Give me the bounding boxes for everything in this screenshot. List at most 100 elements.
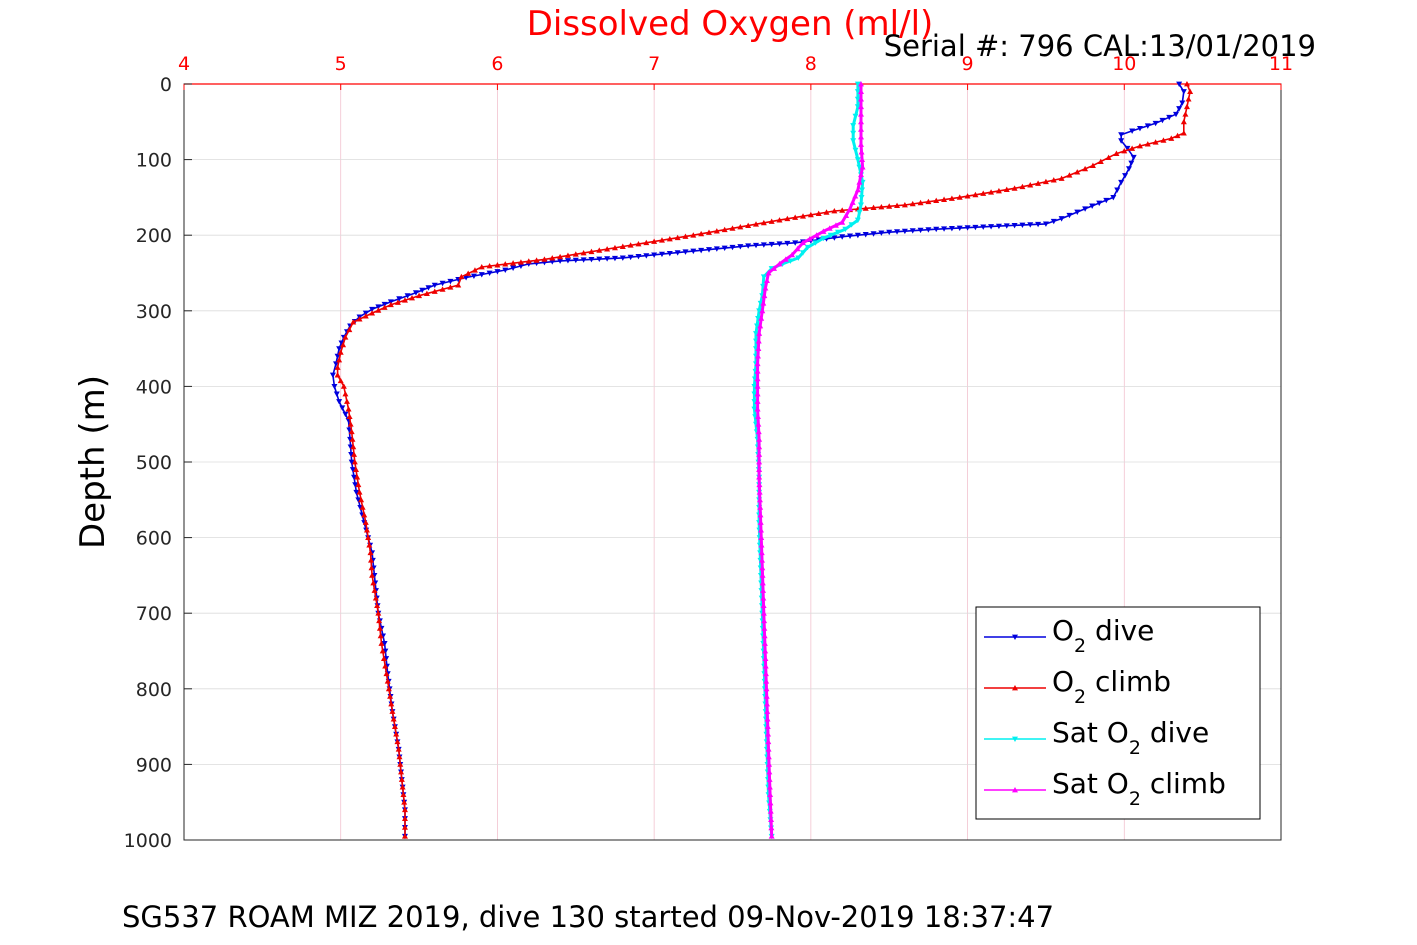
data-point: [371, 587, 378, 593]
data-point: [572, 251, 579, 257]
data-point: [782, 256, 789, 262]
data-point: [401, 806, 408, 813]
data-point: [758, 534, 765, 540]
data-point: [765, 738, 772, 745]
data-point: [831, 208, 838, 214]
data-point: [858, 81, 865, 87]
data-point: [729, 244, 736, 251]
data-point: [964, 193, 971, 199]
series-o2_climb: [334, 81, 1194, 839]
data-point: [1159, 117, 1166, 124]
data-point: [760, 602, 767, 609]
data-point: [1074, 169, 1081, 175]
data-point: [759, 572, 766, 578]
data-point: [1118, 132, 1125, 138]
data-point: [666, 235, 673, 242]
data-point: [588, 256, 595, 263]
data-point: [768, 833, 775, 839]
y-tick-label: 900: [136, 754, 172, 776]
data-point: [384, 678, 391, 684]
data-point: [721, 226, 728, 233]
data-point: [765, 270, 772, 276]
legend-label-suffix: climb: [1086, 665, 1171, 698]
data-point: [510, 265, 517, 271]
data-point: [764, 708, 771, 714]
data-point: [854, 81, 861, 87]
data-point: [756, 481, 763, 488]
data-point: [1173, 111, 1180, 118]
data-point: [1183, 103, 1190, 110]
legend-marker: [1012, 634, 1018, 640]
data-point: [351, 459, 358, 465]
data-point: [755, 428, 762, 435]
data-point: [767, 799, 774, 806]
data-point: [342, 411, 349, 418]
data-point: [361, 511, 368, 518]
legend-label-prefix: O: [1052, 614, 1074, 647]
data-point: [1019, 183, 1026, 190]
data-point: [852, 193, 859, 199]
data-point: [768, 241, 775, 248]
data-point: [789, 251, 796, 258]
data-point: [470, 273, 477, 280]
data-point: [862, 232, 869, 238]
data-point: [776, 217, 783, 223]
data-point: [580, 249, 587, 256]
data-point: [852, 147, 859, 154]
data-point: [756, 436, 763, 442]
data-point: [754, 375, 761, 382]
legend-label-prefix: O: [1052, 665, 1074, 698]
data-point: [382, 663, 389, 669]
data-point: [972, 191, 979, 198]
data-point: [517, 263, 524, 269]
y-tick-label: 1000: [124, 830, 172, 852]
data-point: [759, 564, 766, 571]
data-point: [1042, 178, 1049, 185]
data-point: [948, 195, 955, 201]
data-point: [854, 104, 861, 110]
data-point: [439, 286, 446, 292]
data-point: [1144, 123, 1151, 129]
data-point: [557, 258, 564, 264]
data-point: [666, 250, 673, 257]
data-point: [399, 784, 406, 790]
data-point: [348, 452, 355, 458]
data-point: [760, 242, 767, 248]
data-point: [807, 211, 814, 218]
data-point: [336, 399, 343, 405]
data-point: [756, 330, 763, 336]
data-point: [759, 557, 766, 563]
data-point: [766, 761, 773, 767]
data-point: [1019, 222, 1026, 228]
data-point: [858, 88, 865, 94]
data-point: [839, 219, 846, 225]
data-point: [334, 353, 341, 360]
data-point: [956, 194, 963, 200]
data-point: [352, 482, 359, 488]
data-point: [1110, 195, 1117, 201]
data-point: [334, 372, 341, 378]
data-point: [1118, 179, 1125, 186]
x-tick-label: 8: [805, 53, 817, 75]
data-point: [471, 267, 478, 273]
data-point: [705, 247, 712, 253]
data-point: [1185, 96, 1192, 102]
data-point: [894, 202, 901, 209]
data-point: [751, 399, 758, 405]
data-point: [1176, 106, 1183, 112]
data-point: [690, 232, 697, 238]
data-point: [336, 356, 343, 363]
data-point: [651, 238, 658, 244]
data-point: [1096, 200, 1103, 207]
data-point: [355, 481, 362, 488]
data-point: [387, 301, 394, 308]
data-point: [588, 248, 595, 255]
data-point: [760, 300, 767, 306]
data-point: [557, 253, 564, 260]
data-point: [365, 534, 372, 540]
data-point: [409, 294, 416, 301]
data-point: [342, 334, 349, 340]
data-point: [359, 504, 366, 510]
data-point: [352, 466, 359, 472]
data-point: [858, 126, 865, 132]
